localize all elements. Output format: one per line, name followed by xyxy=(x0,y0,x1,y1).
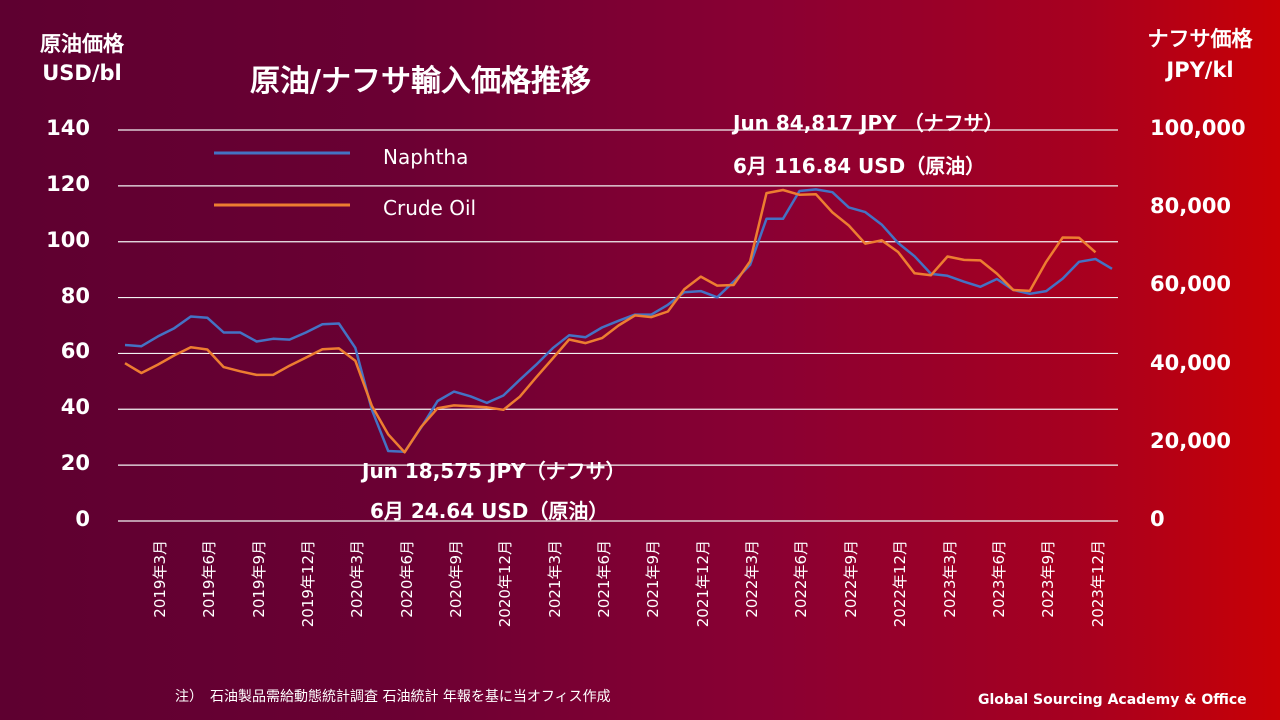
legend-label-crude-oil: Crude Oil xyxy=(383,196,477,220)
left-axis-title-line2: USD/bl xyxy=(42,61,122,85)
x-tick-label: 2019年12月 xyxy=(298,540,317,628)
annotation-peak-crude: 6月 116.84 USD（原油） xyxy=(733,154,986,178)
x-tick-label: 2022年3月 xyxy=(743,540,762,618)
x-tick-label: 2020年6月 xyxy=(397,540,416,618)
x-tick-label: 2023年3月 xyxy=(940,540,959,618)
gridlines xyxy=(118,129,1118,522)
right-tick-label: 0 xyxy=(1150,507,1165,531)
x-tick-label: 2021年9月 xyxy=(644,540,663,618)
x-tick-label: 2022年9月 xyxy=(841,540,860,618)
left-axis-title: 原油価格 USD/bl xyxy=(22,30,142,88)
left-tick-label: 120 xyxy=(46,171,90,196)
legend-swatches xyxy=(214,151,350,207)
left-tick-label: 80 xyxy=(60,283,90,308)
x-tick-label: 2020年12月 xyxy=(496,540,515,628)
left-tick-label: 20 xyxy=(60,451,90,476)
right-tick-label: 40,000 xyxy=(1150,350,1232,375)
x-tick-label: 2023年6月 xyxy=(989,540,1008,618)
annotation-low-naphtha: Jun 18,575 JPY（ナフサ） xyxy=(362,459,626,483)
x-tick-label: 2020年3月 xyxy=(348,540,367,618)
x-tick-label: 2022年12月 xyxy=(891,540,910,628)
series-lines xyxy=(124,188,1113,454)
right-axis-title-line2: JPY/kl xyxy=(1166,58,1234,82)
left-tick-label: 0 xyxy=(75,507,90,531)
right-axis-title-line1: ナフサ価格 xyxy=(1147,27,1253,51)
x-tick-label: 2019年9月 xyxy=(249,540,268,618)
x-tick-label: 2021年3月 xyxy=(545,540,564,618)
right-tick-label: 60,000 xyxy=(1150,272,1232,297)
annotation-peak-naphtha: Jun 84,817 JPY （ナフサ） xyxy=(733,111,1004,135)
x-tick-label: 2019年3月 xyxy=(150,540,169,618)
right-tick-label: 80,000 xyxy=(1150,194,1232,219)
footnote-source: 注） 石油製品需給動態統計調査 石油統計 年報を基に当オフィス作成 xyxy=(175,689,611,705)
x-tick-label: 2019年6月 xyxy=(200,540,219,618)
x-tick-label: 2021年6月 xyxy=(595,540,614,618)
right-tick-label: 100,000 xyxy=(1150,116,1246,140)
legend-label-naphtha: Naphtha xyxy=(383,145,469,169)
chart-title: 原油/ナフサ輸入価格推移 xyxy=(250,64,591,99)
annotation-low-crude: 6月 24.64 USD（原油） xyxy=(370,499,609,523)
right-tick-label: 20,000 xyxy=(1150,428,1232,453)
x-tick-label: 2023年9月 xyxy=(1039,540,1058,618)
x-tick-label: 2021年12月 xyxy=(693,540,712,628)
left-axis-title-line1: 原油価格 xyxy=(40,32,124,56)
left-tick-label: 40 xyxy=(60,395,90,420)
x-tick-label: 2023年12月 xyxy=(1088,540,1107,628)
brand-label: Global Sourcing Academy & Office xyxy=(978,692,1247,708)
left-tick-label: 100 xyxy=(46,227,90,252)
right-axis-title: ナフサ価格 JPY/kl xyxy=(1120,24,1280,86)
x-tick-label: 2020年9月 xyxy=(447,540,465,618)
left-tick-label: 60 xyxy=(60,339,90,364)
series-line-naphtha xyxy=(124,188,1113,454)
series-line-crude-oil xyxy=(124,188,1097,454)
left-tick-label: 140 xyxy=(46,116,90,140)
x-tick-label: 2022年6月 xyxy=(792,540,811,618)
